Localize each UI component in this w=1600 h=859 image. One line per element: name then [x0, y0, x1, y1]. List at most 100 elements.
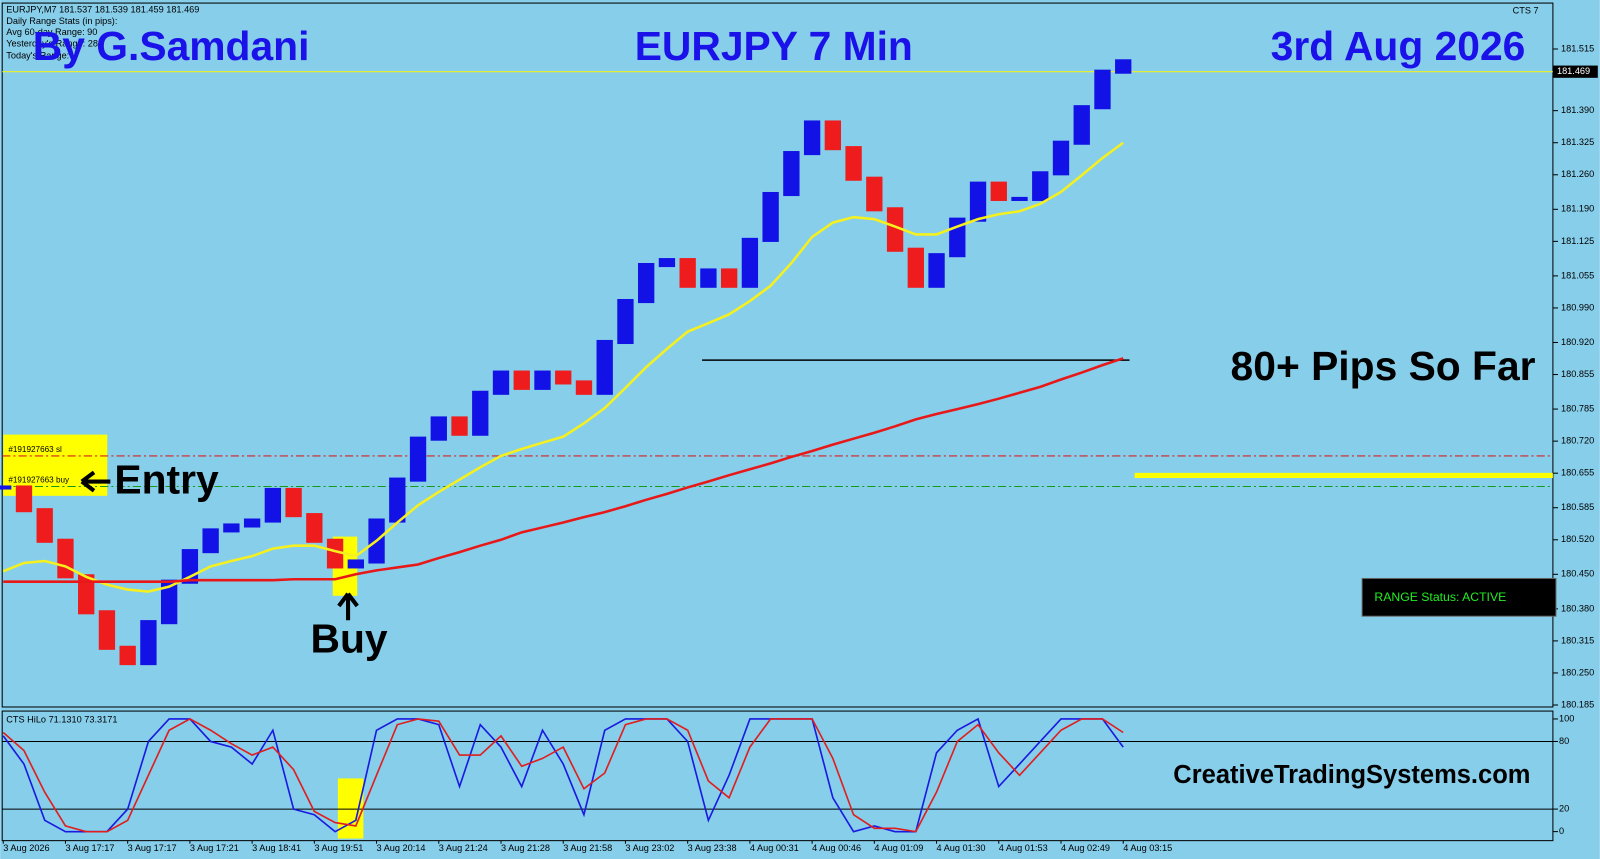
oscillator-title: CTS HiLo 71.1310 73.3171: [6, 715, 117, 725]
y-tick-label: 180.920: [1561, 337, 1594, 347]
x-tick-label: 4 Aug 00:46: [812, 843, 861, 853]
price-brick: [824, 120, 842, 151]
price-brick: [492, 370, 510, 395]
title: EURJPY 7 Min: [635, 23, 913, 69]
price-brick: [555, 370, 572, 385]
price-brick: [119, 645, 136, 666]
x-tick-label: 3 Aug 17:21: [190, 843, 239, 853]
price-brick: [223, 523, 240, 533]
y-tick-label: 180.720: [1561, 436, 1594, 446]
y-tick-label: 180.380: [1561, 603, 1594, 613]
price-brick: [803, 120, 821, 156]
stats-line: Avg 60-day Range: 90: [6, 27, 97, 37]
x-tick-label: 3 Aug 21:28: [501, 843, 550, 853]
price-brick: [1073, 105, 1090, 145]
order-label: #191927663 buy: [8, 476, 70, 485]
price-brick: [264, 487, 282, 523]
website: CreativeTradingSystems.com: [1173, 761, 1530, 789]
x-tick-label: 3 Aug 20:14: [377, 843, 426, 853]
x-tick-label: 3 Aug 18:41: [252, 843, 301, 853]
x-tick-label: 4 Aug 02:49: [1061, 843, 1110, 853]
y-tick-label: 181.260: [1561, 169, 1594, 179]
price-brick: [1115, 59, 1132, 74]
last-price-box: [1552, 65, 1598, 78]
price-brick: [596, 339, 613, 395]
y-tick-label: 180.315: [1561, 635, 1594, 645]
price-pane: [1, 2, 1554, 708]
x-tick-label: 4 Aug 00:31: [750, 843, 799, 853]
price-brick: [866, 176, 883, 212]
x-tick-label: 3 Aug 17:17: [65, 843, 114, 853]
x-tick-label: 3 Aug 23:02: [625, 843, 674, 853]
price-brick: [575, 380, 593, 395]
header: EURJPY,M7 181.537 181.539 181.459 181.46…: [6, 5, 199, 15]
price-brick: [845, 146, 862, 181]
series-line: [3, 357, 1124, 583]
price-brick: [534, 370, 551, 390]
indicator-label: CTS 7: [1513, 6, 1539, 16]
price-brick: [98, 610, 116, 650]
y-tick-label: 180.585: [1561, 502, 1594, 512]
price-brick: [347, 559, 364, 569]
price-brick: [1032, 171, 1049, 201]
oscillator-highlight: [337, 778, 364, 839]
y-tick-label: 100: [1559, 713, 1574, 723]
x-tick-label: 3 Aug 17:17: [128, 843, 177, 853]
x-tick-label: 4 Aug 03:15: [1123, 843, 1172, 853]
author: By G.Samdani: [33, 23, 310, 69]
x-tick-label: 4 Aug 01:53: [999, 843, 1048, 853]
stats-line: Today's Range:: [6, 51, 69, 61]
status: RANGE Status: ACTIVE: [1374, 590, 1506, 604]
x-tick-label: 3 Aug 2026: [3, 843, 49, 853]
status-box: [1361, 577, 1557, 617]
price-brick: [243, 518, 261, 528]
price-brick: [658, 258, 676, 268]
price-brick: [285, 487, 302, 518]
y-tick-label: 181.055: [1561, 270, 1594, 280]
y-tick-label: 0: [1559, 826, 1564, 836]
y-tick-label: 80: [1559, 736, 1569, 746]
price-brick: [1011, 196, 1028, 201]
price-brick: [513, 370, 530, 390]
price-brick: [1094, 69, 1111, 110]
y-tick-label: 180.855: [1561, 369, 1594, 379]
x-tick-label: 4 Aug 01:09: [874, 843, 923, 853]
price-brick: [306, 513, 323, 543]
price-brick: [720, 268, 738, 288]
stats-line: Yesterday's Range: 288: [6, 38, 103, 48]
y-tick-label: 180.450: [1561, 569, 1594, 579]
pips-note: 80+ Pips So Far: [1231, 343, 1536, 389]
price-brick: [15, 485, 33, 513]
y-tick-label: 181.190: [1561, 204, 1594, 214]
series-line: [2, 141, 1124, 593]
x-tick-label: 3 Aug 21:58: [563, 843, 612, 853]
y-tick-label: 180.250: [1561, 667, 1594, 677]
date: 3rd Aug 2026: [1271, 23, 1526, 69]
price-brick: [202, 528, 219, 554]
price-brick: [430, 416, 447, 441]
price-brick: [140, 620, 157, 666]
price-brick: [451, 416, 468, 436]
oscillator-pane: [1, 710, 1554, 842]
price-brick: [472, 390, 489, 436]
x-tick-label: 3 Aug 21:24: [439, 843, 488, 853]
order-label: #191927663 sl: [8, 445, 62, 454]
buy-label: Buy: [311, 615, 388, 661]
y-tick-label: 181.125: [1561, 236, 1594, 246]
buy-arrow: [337, 592, 359, 621]
y-tick-label: 181.390: [1561, 105, 1594, 115]
price-brick: [617, 299, 634, 345]
x-tick-label: 3 Aug 23:38: [688, 843, 737, 853]
price-brick: [679, 258, 696, 288]
x-tick-label: 4 Aug 01:30: [937, 843, 986, 853]
y-tick-label: 180.520: [1561, 534, 1594, 544]
price-brick: [762, 191, 779, 242]
y-tick-label: 180.655: [1561, 468, 1594, 478]
y-tick-label: 180.185: [1561, 699, 1594, 709]
entry-arrow: [80, 470, 111, 493]
y-tick-label: 180.785: [1561, 403, 1594, 413]
price-brick: [990, 181, 1007, 201]
